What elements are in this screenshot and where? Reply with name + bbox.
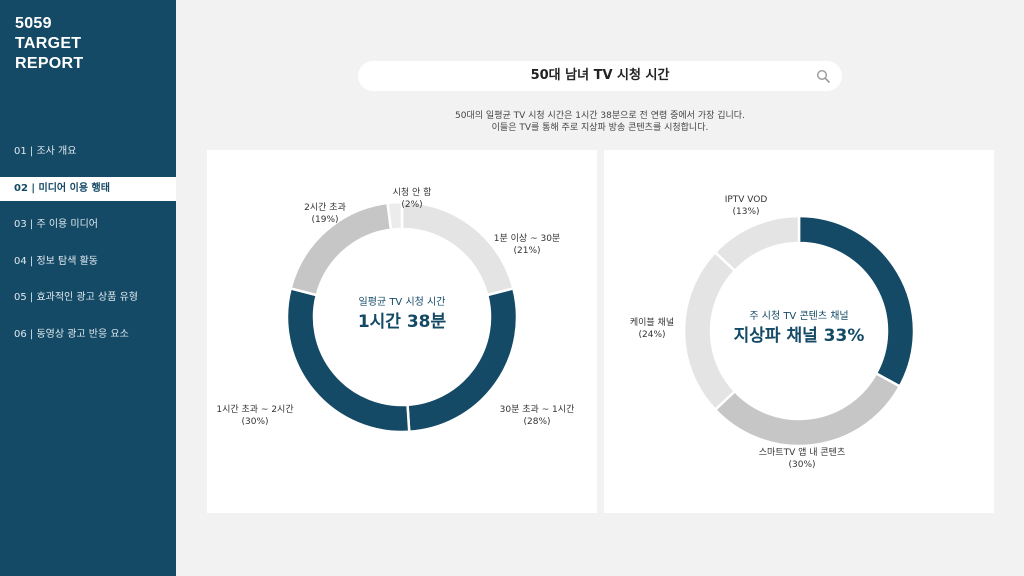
donut-center-value: 1시간 38분 — [358, 312, 447, 332]
description-line-1: 50대의 일평균 TV 시청 시간은 1시간 38분으로 전 연령 중에서 가장… — [455, 111, 745, 121]
donut-chart-watch-time: 1분 이상 ~ 30분 (21%) 30분 초과 ~ 1시간 (28%) 1시간 초과 … — [216, 187, 575, 434]
donut-slice — [289, 201, 393, 297]
slice-label: 케이블 채널 — [630, 317, 674, 328]
slice-label: IPTV VOD — [725, 195, 768, 205]
nav-item-media-usage[interactable]: 02 | 미디어 이용 행태 — [0, 176, 176, 201]
chart-card-channels: 스마트TV 앱 내 콘텐츠 (30%) 케이블 채널 (24%) IPTV VOD (13… — [604, 150, 994, 513]
description-line-2: 이들은 TV를 통해 주로 지상파 방송 콘텐츠를 시청합니다. — [491, 123, 709, 133]
slice-label: 1시간 초과 ~ 2시간 — [216, 404, 293, 415]
slice-percent-label: (19%) — [311, 215, 338, 225]
slice-percent-label: (28%) — [523, 417, 550, 427]
nav-item-main-media[interactable]: 03 | 주 이용 미디어 — [14, 219, 99, 231]
donut-slice — [285, 286, 411, 434]
donut-slice — [797, 214, 916, 389]
donut-chart-channels: 스마트TV 앱 내 콘텐츠 (30%) 케이블 채널 (24%) IPTV VOD (13… — [630, 195, 916, 470]
nav-item-ad-products[interactable]: 05 | 효과적인 광고 상품 유형 — [14, 292, 138, 304]
donut-center-label: 일평균 TV 시청 시간 — [359, 296, 446, 308]
nav-item-info-search[interactable]: 04 | 정보 탐색 활동 — [14, 255, 99, 267]
slice-percent-label: (30%) — [788, 460, 815, 470]
slice-label: 스마트TV 앱 내 콘텐츠 — [759, 446, 845, 458]
brand-line-3: REPORT — [15, 55, 84, 72]
slice-percent-label: (2%) — [401, 200, 422, 210]
donut-center-label: 주 시청 TV 콘텐츠 채널 — [749, 310, 848, 322]
nav-item-overview[interactable]: 01 | 조사 개요 — [14, 146, 77, 157]
donut-center-value: 지상파 채널 33% — [734, 326, 865, 346]
slice-label: 2시간 초과 — [304, 202, 346, 213]
donut-slice — [713, 371, 902, 448]
chart-card-watch-time: 1분 이상 ~ 30분 (21%) 30분 초과 ~ 1시간 (28%) 1시간 초과 … — [207, 150, 597, 513]
donut-slice — [400, 200, 515, 297]
page-description: 50대의 일평균 TV 시청 시간은 1시간 38분으로 전 연령 중에서 가장… — [360, 110, 840, 134]
donut-slice — [386, 200, 404, 232]
slice-label: 시청 안 함 — [393, 187, 432, 198]
slice-label: 1분 이상 ~ 30분 — [494, 233, 560, 244]
sidebar: 5059 TARGET REPORT 01 | 조사 개요 02 | 미디어 이… — [0, 0, 176, 576]
donut-slice — [682, 250, 737, 412]
slice-percent-label: (21%) — [513, 246, 540, 256]
search-icon[interactable] — [816, 69, 830, 83]
brand-line-1: 5059 — [15, 15, 52, 32]
slice-percent-label: (13%) — [732, 207, 759, 217]
brand-logo: 5059 TARGET REPORT — [15, 14, 83, 74]
search-bar[interactable]: 50대 남녀 TV 시청 시간 — [358, 61, 842, 91]
page-title: 50대 남녀 TV 시청 시간 — [530, 68, 670, 83]
sidebar-nav: 01 | 조사 개요 02 | 미디어 이용 행태 03 | 주 이용 미디어 … — [0, 140, 176, 360]
slice-percent-label: (24%) — [638, 330, 665, 340]
brand-line-2: TARGET — [15, 35, 82, 52]
slice-label: 30분 초과 ~ 1시간 — [500, 404, 575, 415]
slice-percent-label: (30%) — [241, 417, 268, 427]
donut-slice — [713, 214, 801, 273]
nav-item-video-ad-factors[interactable]: 06 | 동영상 광고 반응 요소 — [14, 328, 129, 340]
